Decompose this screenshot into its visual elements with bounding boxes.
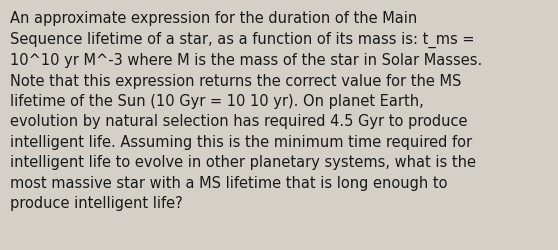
Text: An approximate expression for the duration of the Main
Sequence lifetime of a st: An approximate expression for the durati… xyxy=(10,11,482,210)
